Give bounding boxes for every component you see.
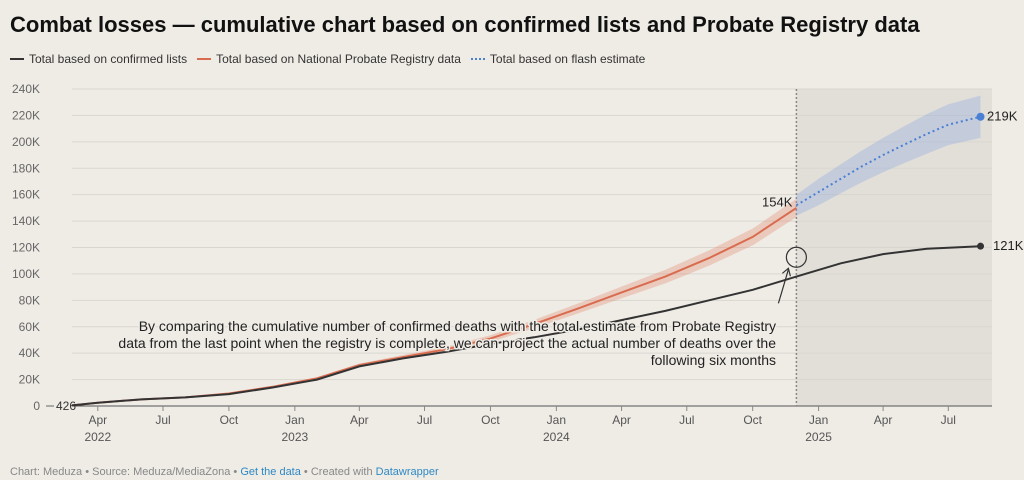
x-tick-label: Jul [155, 413, 170, 427]
y-tick-label: 40K [19, 346, 40, 360]
y-tick-label: 120K [12, 241, 40, 255]
y-tick-label: 220K [12, 108, 40, 122]
x-tick-label: Oct [481, 413, 500, 427]
footer-sep-2: • [233, 466, 241, 478]
x-tick-label: Jul [941, 413, 956, 427]
legend-label-flash: Total based on flash estimate [489, 52, 646, 66]
footer-source: Source: Meduza/MediaZona [92, 466, 231, 478]
legend-swatch-confirmed [10, 58, 24, 60]
annotation-arrowhead [782, 267, 791, 277]
annotation-arrow [777, 269, 789, 304]
confirmed-end-point [977, 242, 985, 250]
x-tick-label: Apr [874, 413, 893, 427]
flash-estimate-band [796, 95, 981, 216]
flash-end-label: 219K [987, 109, 1018, 124]
y-tick-label: 140K [12, 214, 40, 228]
x-tick-label: Oct [743, 413, 762, 427]
x-tick-label: Apr [612, 413, 631, 427]
y-tick-label: 160K [12, 188, 40, 202]
start-label: 426 [56, 399, 76, 413]
registry-end-label: 154K [762, 195, 793, 210]
x-tick-label: Jul [417, 413, 432, 427]
annotation-text-line: following six months [651, 352, 776, 368]
y-tick-label: 240K [12, 82, 40, 96]
footer-sep-3: • [303, 466, 311, 478]
registry-line [71, 207, 797, 407]
legend-swatch-registry [197, 58, 212, 60]
x-tick-label: Jan [809, 413, 828, 427]
y-tick-label: 20K [19, 373, 40, 387]
x-tick-label: Apr [350, 413, 369, 427]
annotation-text-line: data from the last point when the regist… [118, 335, 776, 351]
flash-estimate-line [795, 115, 981, 207]
y-tick-label: 100K [12, 267, 40, 281]
legend-item-confirmed: Total based on confirmed lists [10, 52, 187, 66]
legend: Total based on confirmed lists Total bas… [10, 52, 645, 66]
registry-band [72, 198, 797, 406]
footer-created-with: Created with [310, 466, 373, 478]
y-tick-label: 80K [19, 293, 40, 307]
annotation-text-line: By comparing the cumulative number of co… [139, 318, 776, 334]
x-tick-label: Jul [679, 413, 694, 427]
datawrapper-link[interactable]: Datawrapper [375, 466, 439, 478]
legend-item-flash: Total based on flash estimate [470, 52, 646, 66]
get-the-data-link[interactable]: Get the data [240, 466, 301, 478]
footer-chart-label: Chart: Meduza [10, 466, 83, 478]
y-tick-label: 0 [33, 399, 40, 413]
x-tick-year: 2022 [84, 430, 111, 444]
chart-title: Combat losses — cumulative chart based o… [10, 12, 920, 37]
x-tick-label: Oct [220, 413, 239, 427]
y-tick-label: 180K [12, 161, 40, 175]
x-tick-label: Apr [88, 413, 107, 427]
chart-area: 0 20K 40K 60K 80K 100K 120K 140K 160K 180K 200K 220… [12, 82, 1024, 444]
legend-label-confirmed: Total based on confirmed lists [29, 52, 188, 66]
confirmed-end-label: 121K [993, 238, 1024, 253]
legend-swatch-flash [470, 58, 485, 60]
footer: Chart: Meduza • Source: Meduza/MediaZona… [10, 466, 439, 478]
x-tick-label: Jan [547, 413, 566, 427]
footer-sep-1: • [85, 466, 93, 478]
annotation-circle [785, 246, 807, 268]
x-tick-year: 2024 [543, 430, 570, 444]
x-tick-label: Jan [285, 413, 304, 427]
x-tick-year: 2025 [805, 430, 832, 444]
flash-end-point [976, 112, 985, 121]
y-tick-label: 200K [12, 135, 40, 149]
y-tick-label: 60K [19, 320, 40, 334]
confirmed-line [71, 245, 981, 407]
x-tick-year: 2023 [281, 430, 308, 444]
legend-item-registry: Total based on National Probate Registry… [197, 52, 461, 66]
legend-label-registry: Total based on National Probate Registry… [216, 52, 461, 66]
